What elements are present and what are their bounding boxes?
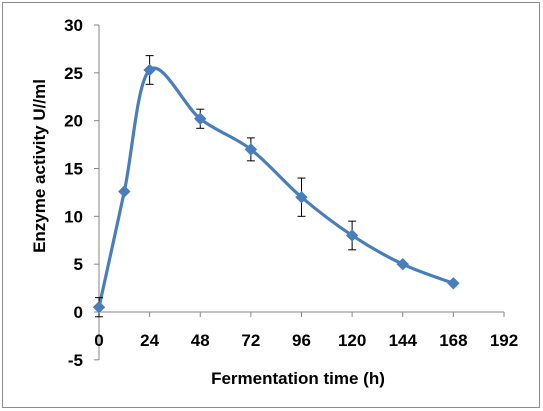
data-point-marker — [194, 112, 207, 125]
axes — [94, 24, 505, 361]
tick-labels: -5 0 5 10 15 20 25 30 0 24 48 72 96 120 144 168 192 — [64, 16, 518, 370]
y-tick-label: 25 — [64, 64, 83, 83]
y-tick-label: 15 — [64, 160, 83, 179]
data-point-marker — [396, 257, 409, 271]
y-tick-label: -5 — [68, 351, 83, 370]
x-tick-label: 0 — [94, 331, 103, 350]
y-tick-label: 20 — [64, 112, 83, 131]
y-tick-label: 30 — [64, 16, 83, 35]
data-point-marker — [345, 229, 359, 242]
y-tick-label: 0 — [74, 303, 83, 322]
series-line — [97, 66, 454, 308]
data-point-marker — [295, 190, 308, 204]
data-point-marker — [92, 301, 106, 314]
x-tick-label: 48 — [191, 331, 210, 350]
chart-frame — [2, 2, 540, 408]
y-tick-label: 5 — [74, 255, 83, 274]
x-tick-label: 168 — [439, 331, 467, 350]
data-point-marker — [118, 185, 131, 198]
x-tick-label: 144 — [389, 331, 418, 350]
y-tick-label: 10 — [64, 207, 83, 226]
y-axis-title: Enzyme activity U//ml — [30, 79, 49, 253]
x-tick-label: 192 — [490, 331, 518, 350]
x-tick-label: 72 — [241, 331, 260, 350]
x-tick-label: 24 — [140, 331, 159, 350]
data-point-marker — [244, 143, 258, 156]
x-axis-title: Fermentation time (h) — [211, 369, 385, 388]
x-tick-label: 120 — [338, 331, 366, 350]
data-point-marker — [143, 63, 156, 77]
x-tick-label: 96 — [292, 331, 311, 350]
data-point-marker — [447, 277, 460, 290]
series-group — [92, 55, 460, 318]
